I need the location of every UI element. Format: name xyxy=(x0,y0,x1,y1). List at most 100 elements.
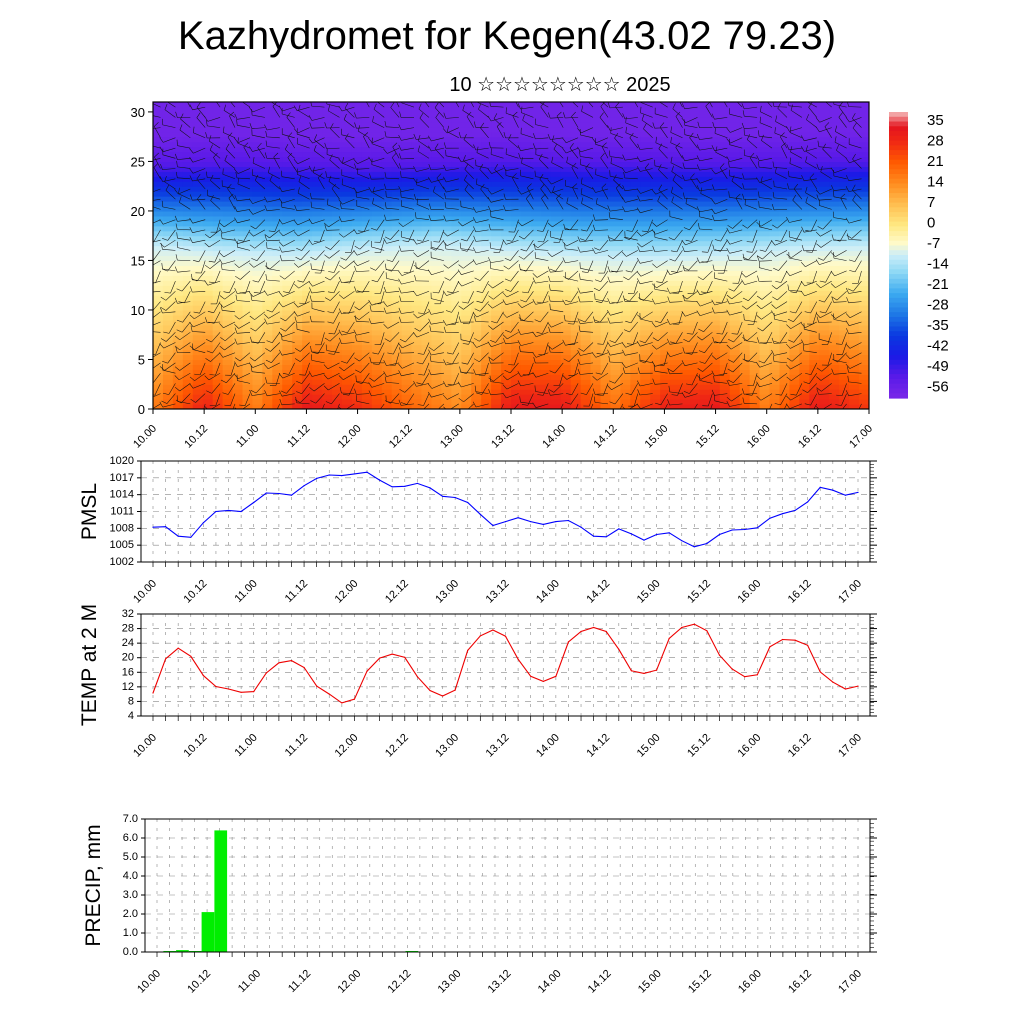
tempPanel-point xyxy=(555,675,557,677)
tempPanel-point xyxy=(643,672,645,675)
pmslPanel-point xyxy=(391,486,393,488)
precipPanel-x-tick: 13.12 xyxy=(486,968,514,996)
tempPanel-y-tick: 12 xyxy=(122,681,134,693)
top-x-tick: 16.12 xyxy=(796,423,824,451)
top-y-tick: 0 xyxy=(138,402,145,417)
pmslPanel-point xyxy=(819,486,821,488)
tempPanel-point xyxy=(353,698,355,700)
tempPanel-point xyxy=(744,676,746,678)
tempPanel-point xyxy=(253,691,255,693)
wind-barbs xyxy=(153,102,862,409)
precipPanel-ylabel: PRECIP, mm xyxy=(82,824,105,946)
colorbar-label: -49 xyxy=(927,358,949,375)
pmslPanel-point xyxy=(303,485,305,487)
pmslPanel-y-tick: 1011 xyxy=(110,506,134,518)
pmslPanel-x-tick: 16.12 xyxy=(786,578,814,606)
pmslPanel-point xyxy=(215,510,217,513)
pmslPanel-point xyxy=(668,532,670,534)
tempPanel-y-tick: 16 xyxy=(122,666,134,678)
tempPanel-point xyxy=(190,655,192,657)
pmslPanel-y-tick: 1008 xyxy=(110,522,134,534)
pmslPanel-point xyxy=(416,482,418,484)
precip-bar xyxy=(176,950,189,952)
pmslPanel-point xyxy=(794,509,796,511)
pmslPanel-point xyxy=(857,491,859,493)
precipPanel-x-tick: 10.12 xyxy=(185,968,213,996)
pmslPanel-point xyxy=(744,528,746,531)
tempPanel-x-tick: 14.00 xyxy=(534,732,562,760)
tempPanel-point xyxy=(227,688,230,690)
pmslPanel-x-tick: 15.00 xyxy=(635,578,663,606)
tempPanel-point xyxy=(517,658,519,660)
pmslPanel-point xyxy=(580,526,582,528)
tempPanel-point xyxy=(404,656,406,659)
tempPanel-point xyxy=(718,654,721,656)
pmslPanel-point xyxy=(693,546,695,548)
tempPanel-point xyxy=(706,630,708,632)
pmslPanel-point xyxy=(290,494,293,496)
top-y-tick: 30 xyxy=(131,105,145,120)
pmslPanel-y-tick: 1020 xyxy=(110,455,134,467)
tempPanel-y-tick: 20 xyxy=(122,652,134,664)
pmslPanel-point xyxy=(253,501,255,504)
pmslPanel-point xyxy=(341,475,343,477)
precipPanel-x-tick: 16.12 xyxy=(786,968,814,996)
pmslPanel-point xyxy=(265,492,267,494)
colorbar-label: -42 xyxy=(927,338,949,355)
pmslPanel-point xyxy=(479,513,481,515)
pmslPanel-x-tick: 11.12 xyxy=(283,578,310,605)
pmslPanel-point xyxy=(240,510,242,513)
top-x-tick: 14.00 xyxy=(540,423,568,451)
temperature-cross-section: 0 5 10 15 20 25 30 10.00 10.12 11.00 11.12 12.00 12.… xyxy=(131,101,875,451)
tempPanel-point xyxy=(202,675,204,677)
pmsl-panel: 1020 1017 1014 1011 1008 1005 1002 10.00 10.12 11… xyxy=(78,455,877,606)
tempPanel-point xyxy=(341,702,343,704)
tempPanel-point xyxy=(693,623,695,625)
tempPanel-point xyxy=(567,641,570,643)
tempPanel-y-tick: 4 xyxy=(128,710,134,722)
colorbar-label: -21 xyxy=(927,276,949,293)
top-x-tick: 15.12 xyxy=(694,423,722,451)
tempPanel-point xyxy=(580,630,582,633)
pmslPanel-y-tick: 1014 xyxy=(110,489,134,501)
pmslPanel-y-tick: 1002 xyxy=(110,556,134,568)
tempPanel-point xyxy=(542,680,544,683)
pmslPanel-point xyxy=(781,513,784,515)
pmslPanel-point xyxy=(832,489,834,491)
pmslPanel-ylabel: PMSL xyxy=(78,483,101,540)
top-y-tick: 5 xyxy=(138,352,145,367)
precipPanel-y-tick: 4.0 xyxy=(123,870,138,882)
top-y-tick: 20 xyxy=(131,204,145,219)
precip-bar xyxy=(214,830,228,952)
tempPanel-y-tick: 32 xyxy=(122,608,134,620)
tempPanel-point xyxy=(479,635,481,637)
chart-title: Kazhydromet for Kegen(43.02 79.23) xyxy=(177,14,837,58)
pmslPanel-point xyxy=(718,533,721,536)
tempPanel-point xyxy=(165,658,167,660)
pmslPanel-point xyxy=(429,487,431,489)
tempPanel-point xyxy=(731,668,733,670)
tempPanel-x-tick: 13.12 xyxy=(484,732,512,760)
precip-bar xyxy=(201,912,215,952)
top-x-tick: 17.00 xyxy=(847,423,875,451)
pmslPanel-x-tick: 10.00 xyxy=(131,578,159,606)
pmslPanel-point xyxy=(379,479,381,481)
pmslPanel-point xyxy=(706,542,708,545)
colorbar-label: -35 xyxy=(927,317,949,334)
tempPanel-point xyxy=(379,657,381,659)
tempPanel-point xyxy=(442,695,444,697)
colorbar-label: 0 xyxy=(927,215,935,232)
precipPanel-y-tick: 2.0 xyxy=(123,908,138,920)
top-x-tick: 10.00 xyxy=(131,423,159,451)
colorbar-label: 7 xyxy=(927,194,935,211)
colorbar-label: -14 xyxy=(927,256,949,273)
precip-panel: 7.0 6.0 5.0 4.0 3.0 2.0 1.0 0.0 10.00 10.12 11.00 1… xyxy=(82,813,877,996)
pmslPanel-point xyxy=(593,535,595,537)
tempPanel-point xyxy=(756,674,758,676)
colorbar-label: -56 xyxy=(927,379,949,396)
pmslPanel-x-tick: 10.12 xyxy=(182,578,210,606)
pmslPanel-point xyxy=(844,494,847,496)
tempPanel-x-tick: 15.00 xyxy=(635,732,663,760)
top-x-tick: 16.00 xyxy=(745,423,773,451)
colorbar-label: 21 xyxy=(927,153,944,170)
